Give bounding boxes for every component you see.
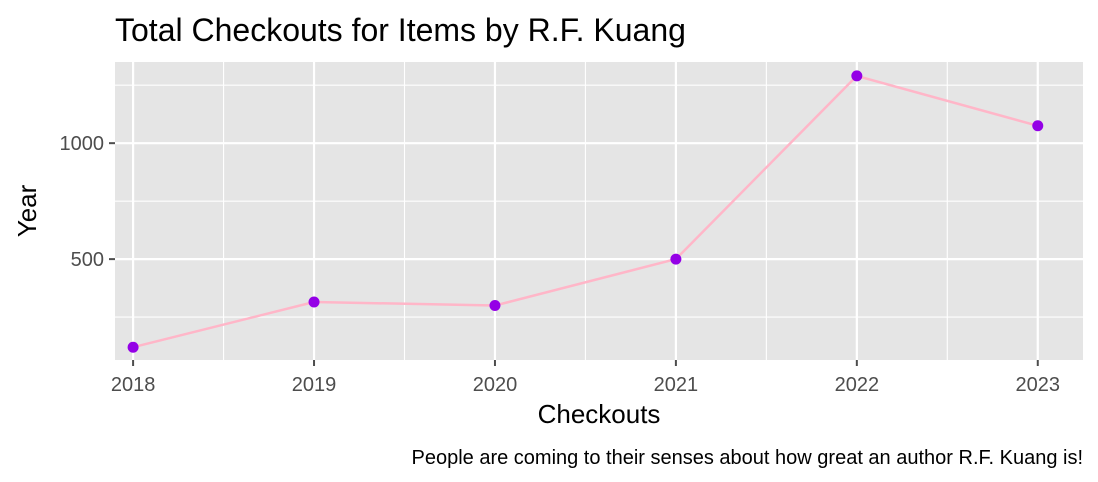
x-tick-label: 2020 — [473, 374, 518, 396]
x-tick-label: 2018 — [111, 374, 156, 396]
data-point — [851, 70, 863, 82]
data-point — [308, 296, 320, 308]
data-point — [127, 341, 139, 353]
y-tick-label: 1000 — [60, 133, 105, 155]
minor-gridlines — [115, 62, 1083, 360]
data-point — [489, 300, 501, 312]
x-tick-label: 2021 — [654, 374, 699, 396]
y-tick-label: 500 — [71, 249, 104, 271]
x-axis-ticks: 2018 2019 2020 2021 2022 2023 — [111, 360, 1060, 396]
x-tick-label: 2023 — [1016, 374, 1061, 396]
data-point — [1032, 120, 1044, 132]
x-tick-label: 2019 — [292, 374, 337, 396]
data-point — [670, 253, 682, 265]
x-tick-label: 2022 — [835, 374, 880, 396]
x-axis-title: Checkouts — [538, 399, 661, 429]
series-line-group — [132, 74, 1039, 349]
y-axis-title: Year — [12, 184, 42, 237]
chart-title: Total Checkouts for Items by R.F. Kuang — [115, 12, 686, 48]
data-points — [127, 70, 1044, 353]
series-line — [132, 74, 1039, 349]
y-axis-ticks: 500 1000 — [60, 133, 115, 271]
chart-caption: People are coming to their senses about … — [411, 447, 1083, 469]
